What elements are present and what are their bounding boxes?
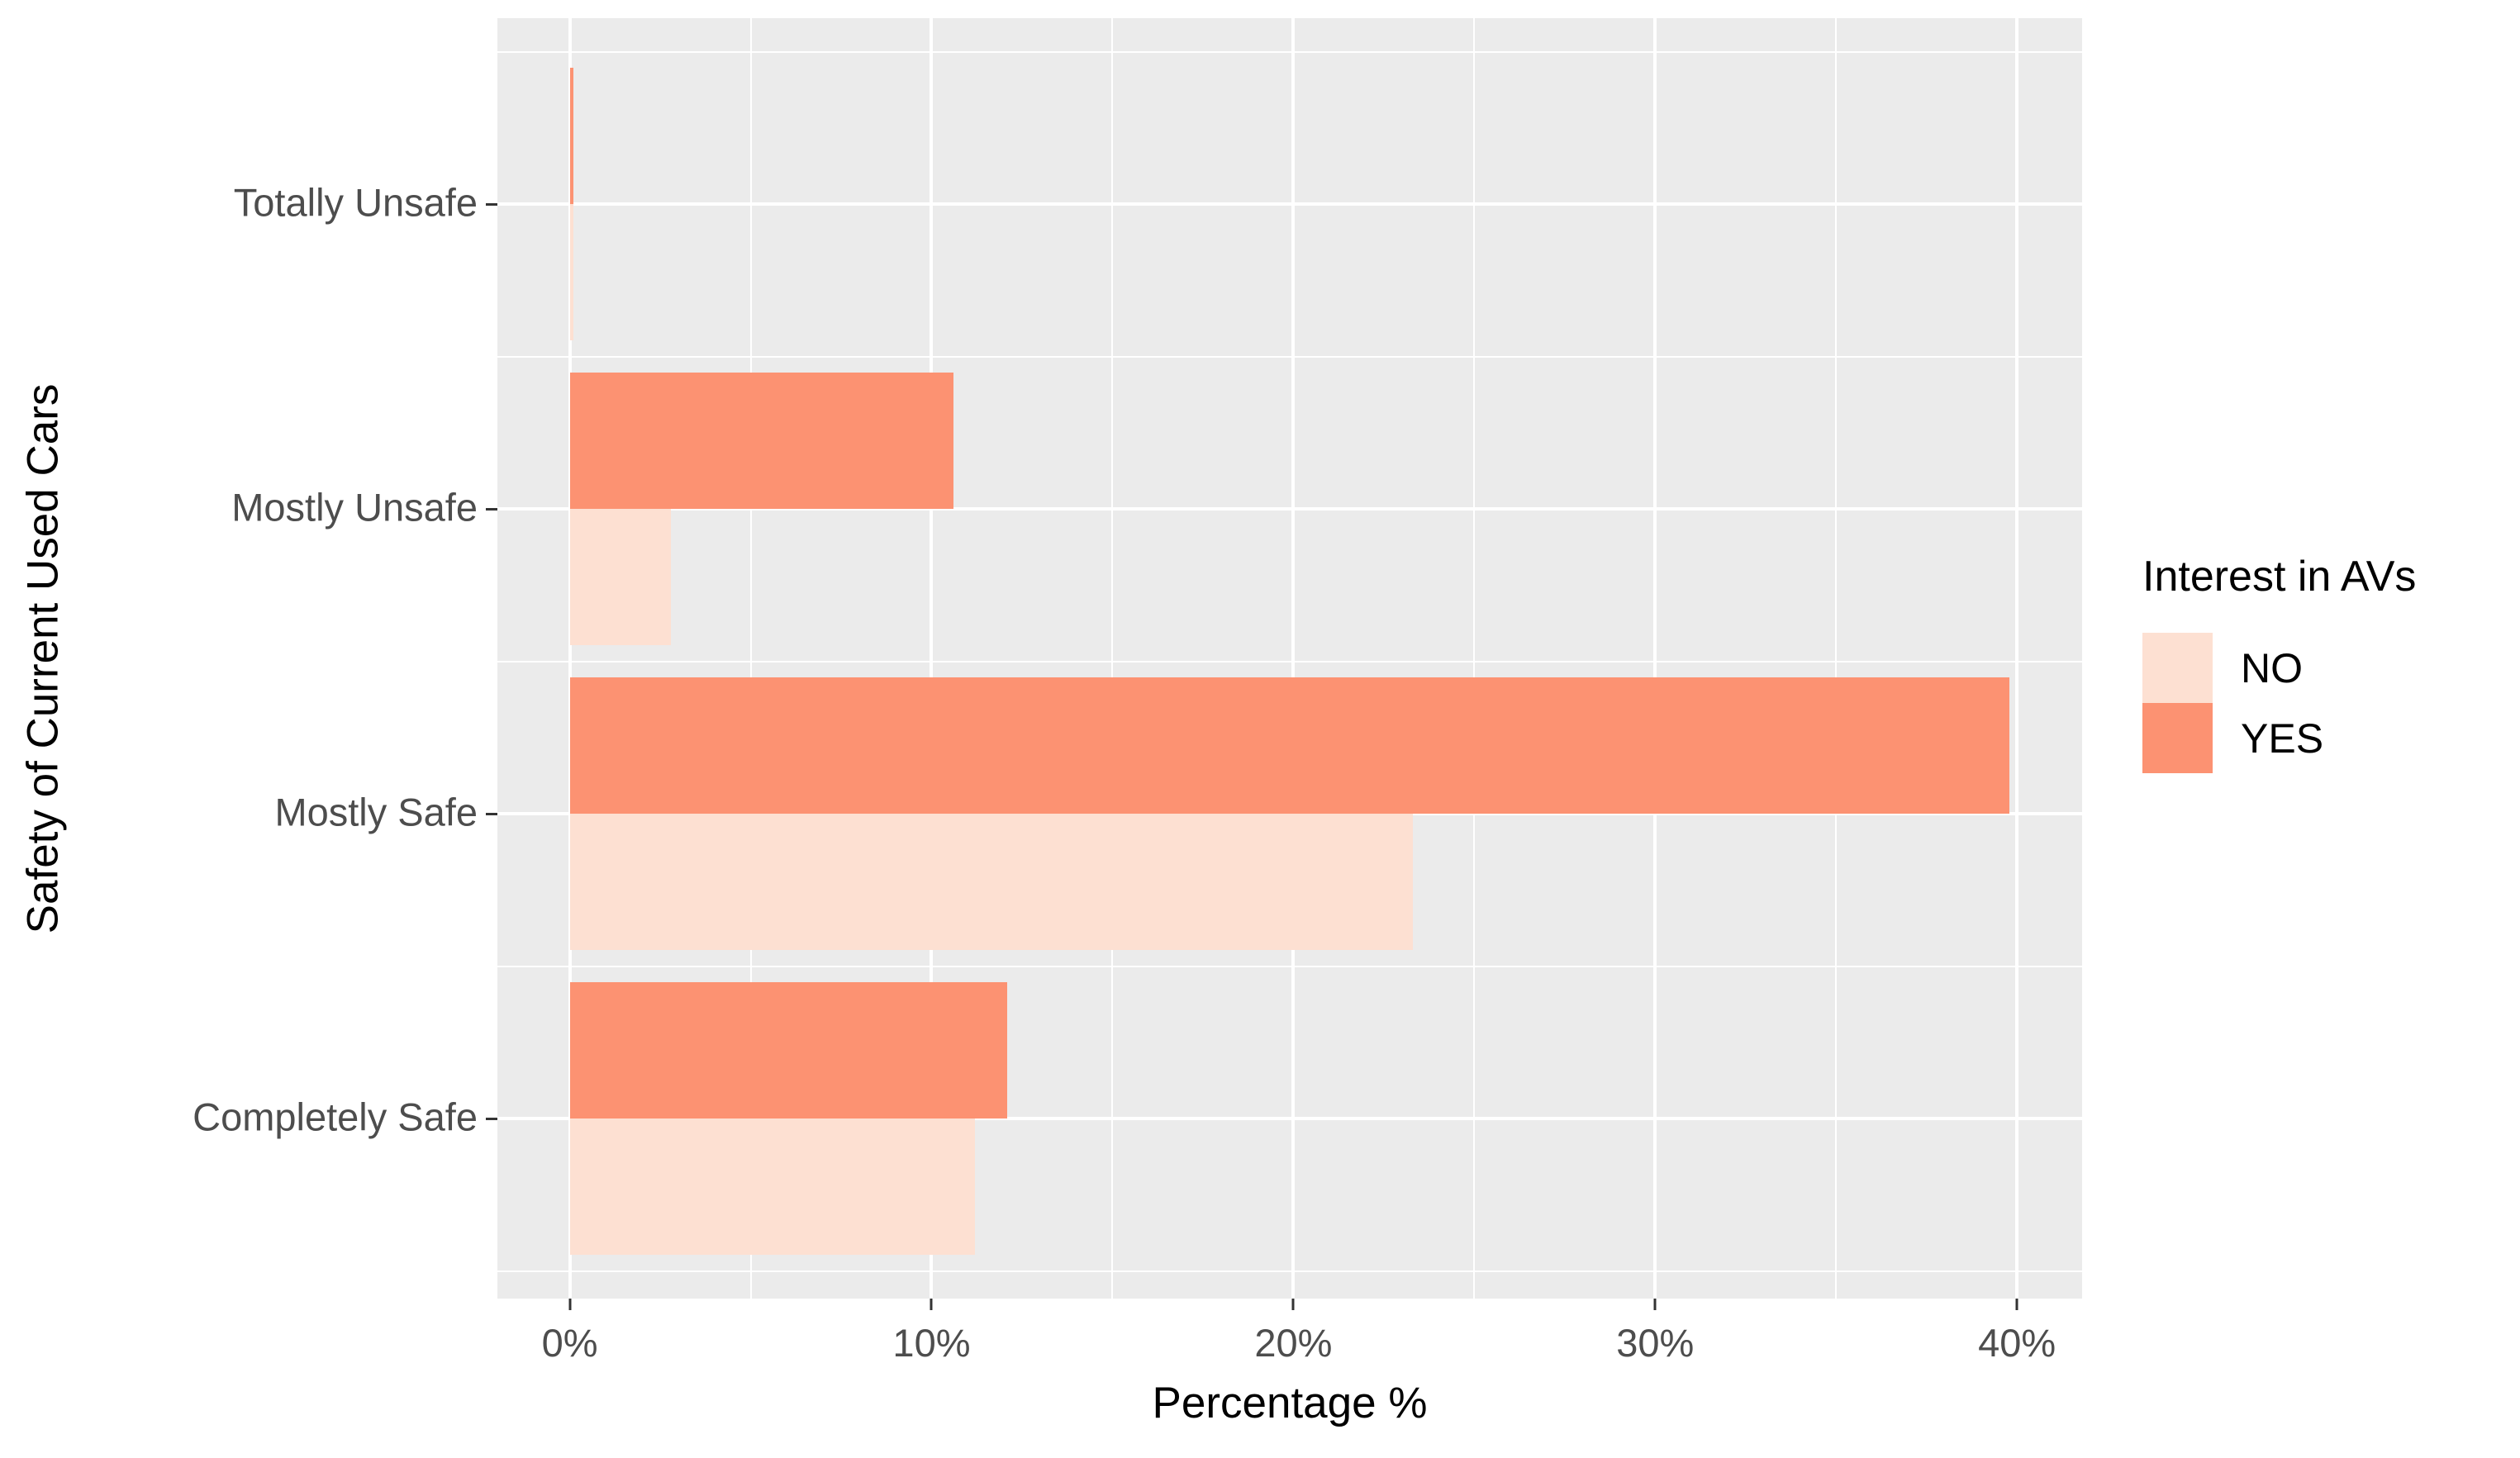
gridline-major-horizontal: [497, 507, 2082, 511]
legend-item-label: YES: [2241, 715, 2324, 762]
gridline-major-vertical: [930, 18, 934, 1299]
gridline-major-vertical: [1291, 18, 1296, 1299]
bar-yes-completely-safe: [569, 982, 1008, 1118]
x-tick-mark: [1653, 1299, 1657, 1310]
x-tick-label-20: 20%: [1254, 1321, 1333, 1365]
gridline-minor-horizontal: [497, 1270, 2082, 1272]
plot-panel: [497, 18, 2082, 1299]
legend-item-label: NO: [2241, 644, 2303, 691]
x-tick-mark: [1291, 1299, 1295, 1310]
legend-item-yes: YES: [2142, 703, 2514, 773]
gridline-major-vertical: [1653, 18, 1657, 1299]
y-tick-label-completely-safe: Completely Safe: [193, 1095, 478, 1139]
bar-no-mostly-unsafe: [569, 509, 672, 645]
gridline-major-vertical: [2015, 18, 2019, 1299]
gridline-minor-horizontal: [497, 965, 2082, 967]
bar-yes-mostly-unsafe: [569, 373, 953, 509]
x-axis-title: Percentage %: [1152, 1379, 1428, 1427]
gridline-major-horizontal: [497, 1117, 2082, 1120]
legend: Interest in AVs NO YES: [2142, 552, 2514, 773]
legend-item-no: NO: [2142, 633, 2514, 703]
gridline-minor-vertical: [749, 18, 752, 1299]
gridline-major-horizontal: [497, 202, 2082, 206]
x-tick-label-40: 40%: [1978, 1321, 2056, 1365]
y-tick-mark: [486, 203, 497, 206]
bar-yes-totally-unsafe: [569, 68, 573, 204]
gridline-major-vertical: [568, 18, 572, 1299]
x-tick-label-10: 10%: [892, 1321, 971, 1365]
gridline-minor-horizontal: [497, 355, 2082, 358]
bar-no-totally-unsafe: [569, 204, 573, 340]
y-tick-mark: [486, 508, 497, 511]
gridline-minor-horizontal: [497, 660, 2082, 663]
legend-key-swatch: [2142, 703, 2213, 773]
y-tick-label-mostly-safe: Mostly Safe: [274, 790, 478, 834]
y-tick-mark: [486, 1118, 497, 1120]
y-tick-mark: [486, 813, 497, 815]
legend-key-swatch: [2142, 633, 2213, 703]
y-tick-label-mostly-unsafe: Mostly Unsafe: [231, 485, 478, 530]
legend-title: Interest in AVs: [2142, 553, 2417, 601]
x-axis: 0% 10% 20% 30% 40%: [497, 1299, 2082, 1389]
gridline-minor-vertical: [1111, 18, 1114, 1299]
gridline-minor-vertical: [1473, 18, 1476, 1299]
gridline-minor-horizontal: [497, 50, 2082, 53]
x-tick-label-30: 30%: [1616, 1321, 1695, 1365]
y-tick-label-totally-unsafe: Totally Unsafe: [233, 180, 478, 225]
x-tick-mark: [930, 1299, 933, 1310]
bar-yes-mostly-safe: [569, 677, 2010, 814]
x-tick-mark: [568, 1299, 572, 1310]
y-axis: Totally Unsafe Mostly Unsafe Mostly Safe Co…: [0, 18, 497, 1299]
x-tick-label-0: 0%: [541, 1321, 598, 1365]
bar-no-mostly-safe: [569, 814, 1413, 950]
x-tick-mark: [2015, 1299, 2018, 1310]
gridline-minor-vertical: [1835, 18, 1838, 1299]
bar-no-completely-safe: [569, 1118, 976, 1255]
